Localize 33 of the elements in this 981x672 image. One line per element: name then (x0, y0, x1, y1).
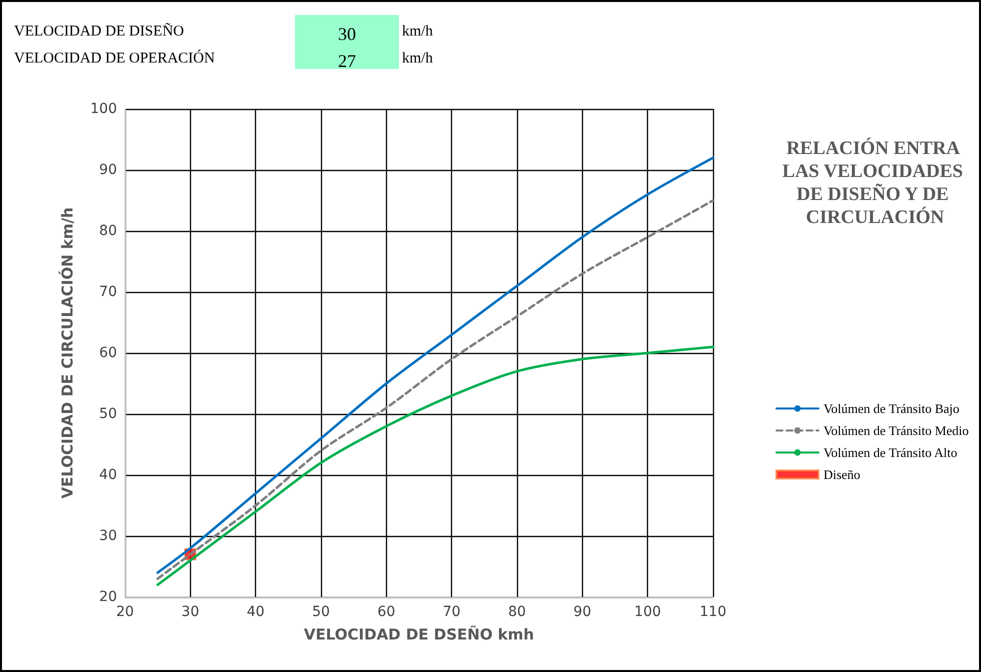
y-tick-label: 60 (99, 345, 117, 361)
text: 30 (338, 24, 356, 44)
x-tick-label: 40 (246, 604, 265, 620)
x-tick-label: 110 (700, 604, 726, 620)
y-tick-label: 40 (99, 467, 117, 483)
legend-label: Volúmen de Tránsito Bajo (823, 401, 960, 416)
x-tick-label: 100 (634, 604, 662, 620)
x-tick-label: 80 (508, 604, 526, 620)
x-tick-label: 20 (116, 604, 134, 620)
y-tick-label: 30 (99, 528, 117, 544)
x-tick-label: 70 (442, 604, 461, 620)
y-tick-label: 100 (90, 101, 117, 117)
text: km/h (402, 24, 434, 40)
text: VELOCIDAD DE OPERACIÓN (14, 50, 215, 66)
legend-label: Volúmen de Tránsito Alto (823, 445, 958, 460)
x-tick-label: 50 (312, 604, 330, 620)
legend-label: Diseño (823, 467, 860, 482)
y-tick-label: 90 (99, 162, 117, 178)
x-tick-label: 90 (573, 604, 592, 620)
text: km/h (402, 50, 434, 66)
legend-label: Volúmen de Tránsito Medio (823, 423, 969, 438)
y-tick-label: 80 (99, 223, 117, 239)
y-tick-label: 50 (99, 406, 117, 422)
x-axis-title: VELOCIDAD DE DSEÑO kmh (304, 626, 534, 644)
y-axis-title: VELOCIDAD DE CIRCULACIÓN km/h (58, 207, 76, 499)
text: RELACIÓN ENTRA LAS VELOCIDADES DE DISEÑO Y DE CIRCULACIÓN (782, 137, 968, 228)
text: 27 (338, 51, 356, 71)
x-tick-label: 30 (181, 604, 200, 620)
line-series (156, 346, 714, 586)
x-tick-label: 60 (377, 604, 396, 620)
text: VELOCIDAD DE DISEÑO (14, 22, 184, 40)
y-tick-label: 70 (99, 284, 117, 300)
y-tick-label: 20 (99, 589, 117, 605)
